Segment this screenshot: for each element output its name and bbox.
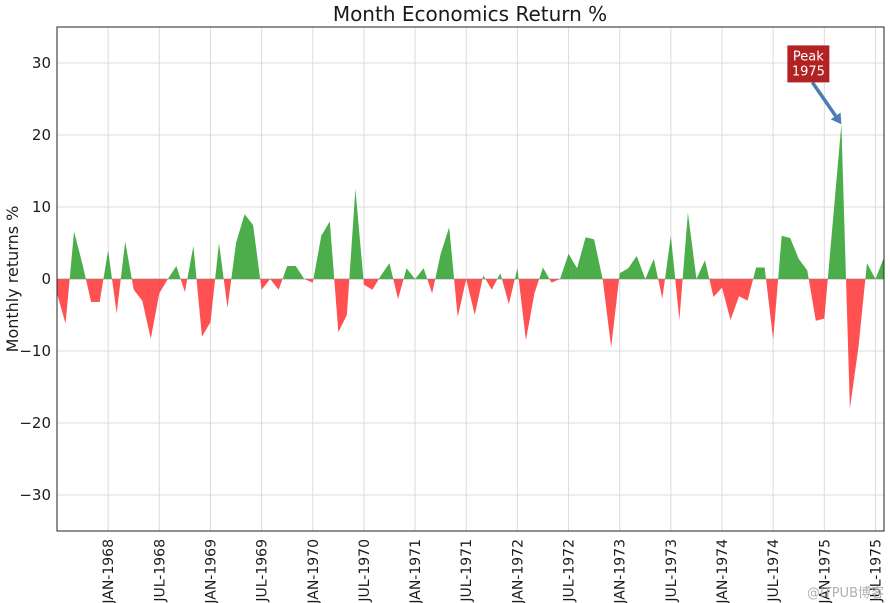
y-tick-label: 0	[41, 270, 51, 288]
y-tick-label: 30	[32, 54, 51, 72]
x-tick-label: JAN-1968	[101, 539, 117, 603]
peak-annotation: Peak 1975	[787, 45, 842, 125]
y-tick-label: 10	[32, 198, 51, 216]
x-tick-label: JAN-1970	[306, 539, 322, 603]
x-tick-label: JAN-1969	[203, 539, 219, 603]
annotation-box	[787, 45, 830, 83]
annotation-text-peak: Peak	[793, 49, 824, 64]
plot-area	[57, 124, 884, 409]
chart-title: Month Economics Return %	[333, 2, 607, 26]
x-tick-label: JUL-1974	[766, 539, 782, 603]
annotation-arrowhead	[830, 112, 842, 125]
y-tick-label: 20	[32, 126, 51, 144]
x-tick-label: JAN-1973	[613, 539, 629, 603]
x-tick-label: JUL-1975	[868, 539, 884, 603]
negative-returns-area	[57, 279, 866, 409]
watermark: @ITPUB博客	[807, 585, 884, 601]
x-tick-label: JAN-1971	[408, 539, 424, 603]
annotation-arrow	[810, 81, 838, 117]
annotation-text-year: 1975	[792, 64, 825, 79]
x-tick-label: JAN-1972	[510, 539, 526, 603]
x-tick-label: JUL-1973	[664, 539, 680, 603]
x-tick-label: JUL-1972	[562, 539, 578, 603]
x-tick-label: JAN-1974	[715, 539, 731, 603]
positive-returns-area	[69, 124, 884, 279]
y-tick-label: −20	[19, 414, 51, 432]
x-tick-label: JUL-1968	[152, 539, 168, 603]
x-tick-label: JUL-1970	[357, 539, 373, 603]
y-axis-ticks: −30 −20 −10 0 10 20 30	[19, 54, 51, 504]
x-tick-label: JAN-1975	[817, 539, 833, 603]
x-tick-label: JUL-1969	[255, 539, 271, 603]
x-axis-ticks: JAN-1968 JUL-1968 JAN-1969 JUL-1969 JAN-1970…	[101, 539, 884, 603]
x-tick-label: JUL-1971	[459, 539, 475, 603]
y-axis-label: Monthly returns %	[3, 206, 22, 353]
y-tick-label: −30	[19, 486, 51, 504]
y-tick-label: −10	[19, 342, 51, 360]
plot-frame	[56, 26, 885, 532]
